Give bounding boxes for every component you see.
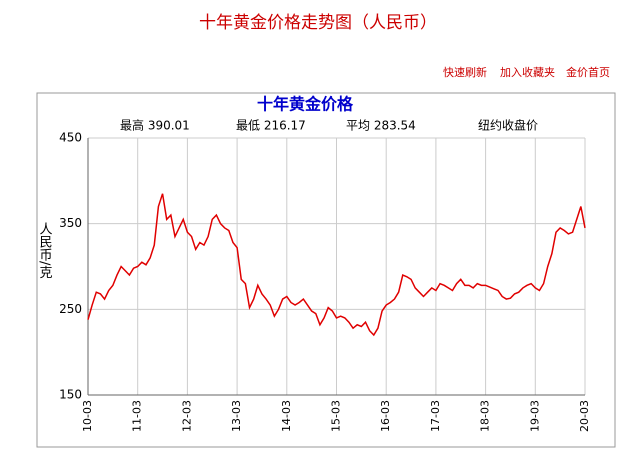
y-axis-label: 人民币/克: [37, 222, 53, 280]
stat: 最高 390.01: [120, 118, 190, 133]
x-tick-label: 13-03: [230, 400, 243, 432]
x-tick-label: 16-03: [379, 400, 392, 432]
link[interactable]: 加入收藏夹: [500, 65, 555, 79]
y-tick-label: 450: [59, 131, 82, 145]
x-tick-label: 14-03: [280, 400, 293, 432]
x-tick-label: 20-03: [578, 400, 591, 432]
x-tick-label: 10-03: [81, 400, 94, 432]
y-tick-label: 350: [59, 216, 82, 230]
x-tick-label: 17-03: [429, 400, 442, 432]
x-tick-label: 12-03: [180, 400, 193, 432]
stat: 平均 283.54: [346, 119, 416, 133]
chart-subtitle: 纽约收盘价: [478, 118, 538, 133]
price-line: [87, 193, 586, 337]
link[interactable]: 金价首页: [566, 65, 610, 79]
x-tick-label: 18-03: [479, 400, 492, 432]
x-tick-label: 19-03: [528, 400, 541, 432]
x-tick-label: 15-03: [330, 400, 343, 432]
link[interactable]: 快速刷新: [443, 65, 487, 79]
y-tick-label: 250: [59, 302, 82, 316]
x-tick-label: 11-03: [131, 400, 144, 432]
y-tick-label: 150: [59, 388, 82, 402]
stat: 最低 216.17: [236, 119, 306, 133]
page-title: 十年黄金价格走势图（人民币）: [199, 13, 437, 33]
chart-title: 十年黄金价格: [257, 95, 354, 114]
